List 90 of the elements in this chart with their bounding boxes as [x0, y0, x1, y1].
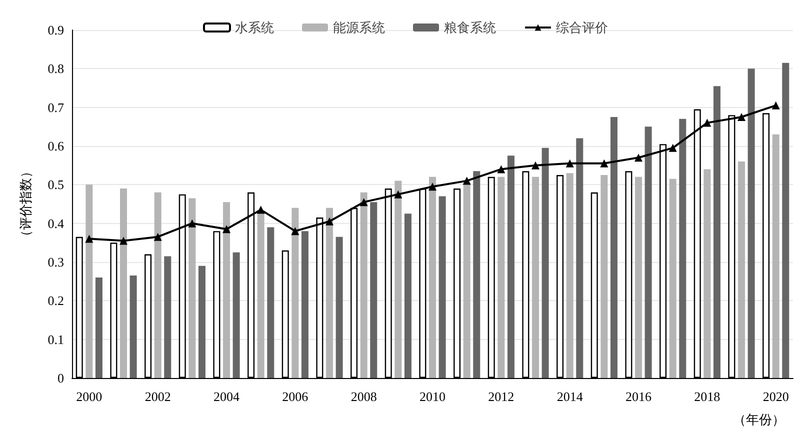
bar	[610, 117, 618, 378]
y-tick-label: 0.4	[48, 216, 64, 231]
bar	[164, 256, 172, 378]
bar	[713, 86, 720, 378]
x-tick-label: 2004	[214, 389, 240, 404]
y-tick-label: 0.8	[48, 61, 64, 76]
bar	[429, 176, 436, 378]
point	[222, 225, 230, 234]
point	[120, 236, 128, 245]
legend-label: 综合评价	[556, 20, 608, 35]
y-tick-label: 0.5	[48, 177, 64, 192]
x-tick-label: 2002	[144, 389, 171, 404]
point	[85, 234, 94, 243]
bar	[95, 277, 102, 378]
bar	[473, 171, 480, 378]
bar	[438, 196, 446, 378]
y-tick-label: 0.7	[48, 100, 64, 115]
point	[668, 144, 677, 152]
bar	[301, 231, 308, 378]
bar	[782, 62, 790, 378]
x-tick-label: 2018	[694, 389, 720, 404]
legend-label: 水系统	[235, 20, 274, 35]
x-tick-label: 2006	[282, 389, 309, 404]
bar	[738, 161, 745, 378]
point	[462, 176, 471, 185]
bar	[120, 188, 127, 378]
y-tick-label: 0.6	[48, 138, 64, 154]
bar	[772, 134, 780, 378]
point	[703, 118, 712, 127]
bar	[507, 156, 514, 378]
point	[256, 206, 265, 214]
bar	[326, 208, 333, 378]
bar	[576, 138, 584, 378]
bar	[198, 266, 206, 378]
point	[772, 101, 780, 110]
bar	[566, 173, 574, 378]
bar	[360, 192, 368, 378]
point	[532, 161, 540, 170]
bar	[498, 176, 505, 378]
point	[600, 159, 608, 168]
legend-label: 粮食系统	[444, 20, 496, 35]
point	[428, 182, 436, 191]
legend-label: 能源系统	[333, 20, 385, 35]
y-tick-label: 0.1	[48, 332, 64, 347]
bar	[600, 175, 608, 378]
bar	[86, 184, 93, 378]
bar	[232, 252, 240, 378]
bar	[463, 182, 470, 378]
x-tick-label: 2010	[420, 389, 446, 404]
point	[291, 227, 300, 236]
bar	[154, 192, 162, 378]
bar	[267, 227, 274, 378]
x-tick-label: 2008	[350, 389, 377, 404]
bar	[669, 178, 676, 378]
bar	[635, 176, 642, 378]
bar	[394, 180, 402, 378]
point	[360, 198, 368, 206]
bar	[130, 276, 137, 378]
y-axis-title: （评价指数）	[18, 165, 33, 243]
bar	[292, 208, 299, 378]
bar	[542, 148, 549, 378]
point	[738, 113, 746, 121]
y-tick-label: 0.3	[48, 254, 64, 270]
bar	[223, 202, 230, 378]
bar	[532, 176, 539, 378]
x-tick-label: 2016	[626, 389, 652, 404]
point	[188, 219, 196, 228]
bar	[188, 198, 196, 378]
point	[497, 165, 506, 174]
bar	[404, 214, 412, 378]
x-tick-label: 2014	[556, 389, 584, 404]
point	[154, 232, 162, 241]
x-axis-title: （年份）	[733, 412, 785, 427]
bar	[704, 169, 711, 378]
bar	[679, 118, 686, 378]
bar	[336, 236, 343, 378]
x-tick-label: 2000	[76, 389, 102, 404]
point	[394, 190, 402, 198]
bar	[370, 202, 378, 378]
point	[326, 217, 334, 226]
y-tick-label: 0	[58, 370, 64, 386]
bar	[748, 68, 755, 378]
bar	[644, 126, 652, 378]
x-tick-label: 2012	[488, 389, 514, 404]
point	[566, 159, 574, 168]
bar	[257, 212, 264, 378]
y-tick-label: 0.2	[48, 293, 64, 308]
point	[634, 154, 642, 162]
x-tick-label: 2020	[762, 389, 789, 404]
y-tick-label: 0.9	[48, 22, 64, 38]
